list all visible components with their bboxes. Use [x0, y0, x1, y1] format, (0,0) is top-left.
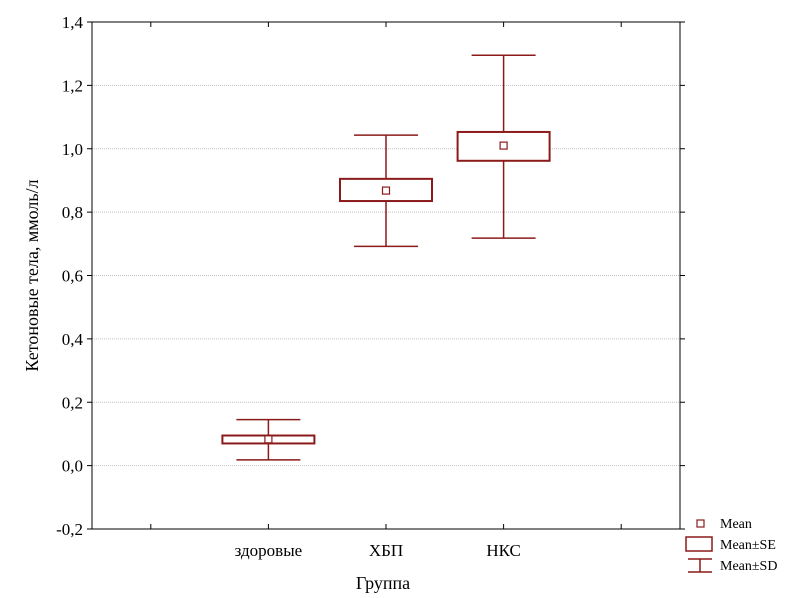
legend-entry-sd: Mean±SD	[688, 558, 777, 574]
axis-ticks: -0,2 0,0 0,2 0,4 0,6 0,8 1,0 1,2 1,4	[56, 13, 685, 539]
y-axis-title: Кетоновые тела, ммоль/л	[22, 179, 42, 371]
group-2: ХБП	[339, 134, 433, 560]
legend-entry-mean: Mean	[696, 517, 752, 532]
y-tick-label: 1,2	[62, 76, 83, 95]
x-tick-label: здоровые	[235, 541, 303, 560]
data-groups: здоровые ХБП НКС	[221, 54, 551, 560]
group-1: здоровые	[221, 418, 316, 560]
x-tick-label: ХБП	[369, 541, 403, 560]
legend-mean-symbol	[696, 519, 705, 528]
y-tick-label: -0,2	[56, 520, 83, 539]
y-tick-label: 1,0	[62, 140, 83, 159]
mean-marker	[381, 186, 391, 195]
x-axis-title: Группа	[356, 573, 410, 593]
x-tick-label: НКС	[486, 541, 521, 560]
legend-se-label: Mean±SE	[720, 538, 776, 553]
legend-se-symbol	[685, 536, 713, 552]
legend-mean-label: Mean	[720, 517, 752, 532]
y-tick-label: 1,4	[62, 13, 84, 32]
mean-marker	[264, 435, 273, 444]
legend: Mean Mean±SE Mean±SD	[685, 517, 777, 574]
mean-marker	[499, 141, 508, 150]
y-tick-label: 0,6	[62, 267, 83, 286]
y-tick-label: 0,4	[62, 330, 84, 349]
legend-sd-label: Mean±SD	[720, 559, 777, 574]
group-3: НКС	[456, 54, 551, 560]
y-tick-label: 0,0	[62, 457, 83, 476]
y-tick-label: 0,2	[62, 393, 83, 412]
legend-entry-se: Mean±SE	[685, 536, 776, 553]
y-tick-label: 0,8	[62, 203, 83, 222]
